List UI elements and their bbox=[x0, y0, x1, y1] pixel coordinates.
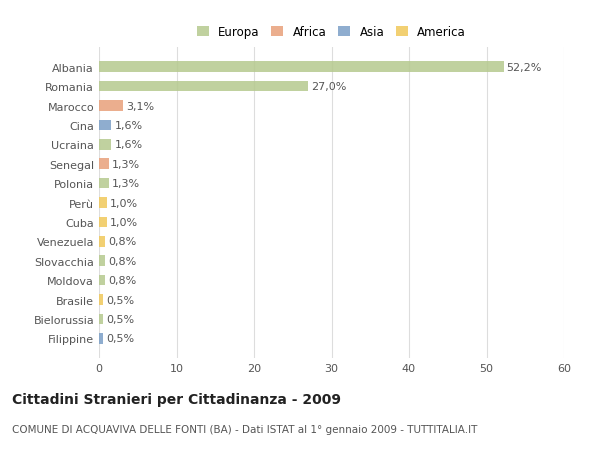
Bar bbox=[99, 295, 103, 305]
Bar bbox=[99, 179, 109, 189]
Bar bbox=[99, 120, 112, 131]
Text: 1,3%: 1,3% bbox=[112, 179, 140, 189]
Text: 0,5%: 0,5% bbox=[106, 295, 134, 305]
Text: 0,5%: 0,5% bbox=[106, 334, 134, 344]
Text: 1,6%: 1,6% bbox=[115, 121, 143, 131]
Text: Cittadini Stranieri per Cittadinanza - 2009: Cittadini Stranieri per Cittadinanza - 2… bbox=[12, 392, 341, 406]
Text: 1,0%: 1,0% bbox=[110, 198, 138, 208]
Bar bbox=[99, 236, 105, 247]
Bar bbox=[99, 159, 109, 170]
Text: 27,0%: 27,0% bbox=[311, 82, 347, 92]
Text: 52,2%: 52,2% bbox=[506, 62, 542, 73]
Bar bbox=[99, 140, 112, 151]
Text: COMUNE DI ACQUAVIVA DELLE FONTI (BA) - Dati ISTAT al 1° gennaio 2009 - TUTTITALI: COMUNE DI ACQUAVIVA DELLE FONTI (BA) - D… bbox=[12, 425, 478, 435]
Bar bbox=[99, 333, 103, 344]
Text: 1,6%: 1,6% bbox=[115, 140, 143, 150]
Bar bbox=[99, 101, 123, 112]
Bar bbox=[99, 314, 103, 325]
Bar bbox=[99, 217, 107, 228]
Bar bbox=[99, 198, 107, 208]
Text: 3,1%: 3,1% bbox=[126, 101, 154, 111]
Legend: Europa, Africa, Asia, America: Europa, Africa, Asia, America bbox=[197, 26, 466, 39]
Bar bbox=[99, 275, 105, 286]
Bar bbox=[99, 82, 308, 92]
Text: 1,3%: 1,3% bbox=[112, 159, 140, 169]
Text: 0,8%: 0,8% bbox=[108, 256, 137, 266]
Bar bbox=[99, 62, 503, 73]
Text: 0,8%: 0,8% bbox=[108, 237, 137, 247]
Bar bbox=[99, 256, 105, 267]
Text: 0,8%: 0,8% bbox=[108, 275, 137, 285]
Text: 0,5%: 0,5% bbox=[106, 314, 134, 324]
Text: 1,0%: 1,0% bbox=[110, 218, 138, 228]
